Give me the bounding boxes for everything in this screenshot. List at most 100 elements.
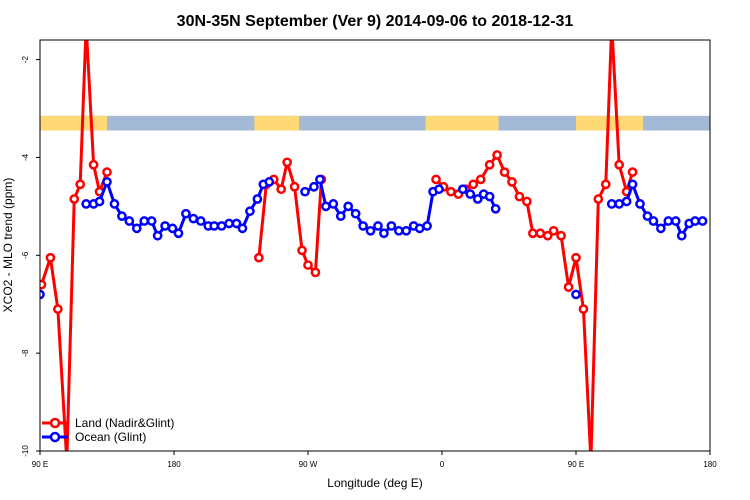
y-tick-label-4: -10 (21, 445, 30, 457)
point-land-2-16 (548, 225, 559, 236)
point-ocean-1-21 (231, 218, 242, 229)
point-land-2-7 (484, 159, 495, 170)
point-ocean-2-11 (379, 228, 389, 239)
point-ocean-1-4 (109, 199, 120, 209)
point-land-2-25 (614, 159, 625, 170)
point-ocean-2-16 (414, 223, 425, 234)
series-land-line-0 (40, 40, 109, 451)
point-ocean-1-7 (131, 223, 142, 234)
y-tick-labels: -2 -4 -6 -8 -10 (21, 55, 30, 456)
point-ocean-4-0 (571, 289, 581, 300)
point-land-1-0 (254, 252, 264, 263)
point-ocean-1-2 (94, 196, 105, 207)
legend: Land (Nadir&Glint) Ocean (Glint) (42, 416, 174, 444)
point-ocean-2-3 (321, 201, 331, 212)
point-ocean-5-5 (642, 211, 653, 221)
point-ocean-2-14 (401, 225, 412, 236)
point-land-0-6 (83, 22, 90, 29)
point-ocean-3-5 (490, 203, 501, 214)
point-land-2-15 (542, 230, 553, 241)
point-land-2-20 (578, 304, 589, 314)
band-ocean (40, 115, 710, 131)
point-ocean-5-9 (670, 216, 681, 226)
point-ocean-1-12 (167, 223, 178, 234)
point-ocean-1-24 (252, 194, 263, 204)
point-ocean-2-5 (335, 211, 346, 221)
point-ocean-2-0 (300, 186, 310, 197)
series-land (40, 22, 638, 464)
point-ocean-5-1 (614, 199, 625, 209)
point-ocean-5-2 (621, 196, 632, 207)
chart-title: 30N-35N September (Ver 9) 2014-09-06 to … (177, 13, 574, 30)
point-ocean-1-9 (146, 216, 157, 226)
point-ocean-1-22 (237, 223, 248, 234)
point-land-2-19 (571, 252, 581, 263)
point-land-2-2 (446, 186, 456, 197)
point-land-1-3 (276, 184, 287, 195)
point-land-0-4 (69, 194, 80, 204)
series-land-line-2 (434, 40, 635, 451)
point-ocean-1-15 (188, 213, 199, 224)
point-land-2-21 (587, 457, 594, 464)
point-land-2-0 (431, 174, 441, 185)
point-ocean-3-2 (472, 194, 483, 204)
x-tick-labels: 90 E 180 90 W 0 90 E 180 (32, 460, 717, 469)
point-land-2-18 (563, 282, 574, 292)
point-ocean-2-1 (309, 181, 319, 192)
point-land-2-14 (535, 228, 546, 239)
y-axis-label: XCO2 - MLO trend (ppm) (1, 178, 15, 313)
point-ocean-1-16 (195, 216, 206, 226)
point-ocean-1-6 (124, 216, 135, 226)
point-land-2-5 (468, 179, 479, 190)
x-tick-label-4: 90 E (568, 460, 584, 469)
point-land-2-17 (556, 230, 566, 241)
point-land-1-5 (289, 181, 300, 192)
point-land-0-5 (75, 179, 86, 190)
point-ocean-2-4 (328, 199, 339, 209)
point-ocean-1-13 (173, 228, 184, 239)
point-land-2-24 (608, 22, 615, 29)
band-land-0 (40, 115, 107, 131)
point-ocean-2-7 (350, 208, 361, 219)
point-ocean-1-18 (209, 221, 220, 231)
point-ocean-2-10 (373, 221, 383, 231)
series-layer (40, 22, 708, 464)
point-ocean-2-13 (393, 225, 404, 236)
point-ocean-3-1 (465, 189, 476, 199)
x-axis-label: Longitude (deg E) (327, 476, 422, 490)
point-land-2-13 (527, 228, 538, 239)
y-tick-label-0: -2 (21, 55, 30, 63)
legend-ocean-marker (49, 431, 61, 443)
point-ocean-2-17 (422, 221, 432, 231)
point-land-0-2 (53, 304, 63, 314)
band-land-1 (254, 115, 300, 131)
point-ocean-1-11 (160, 221, 170, 231)
x-tick-label-2: 90 W (299, 460, 318, 469)
point-ocean-1-26 (264, 177, 275, 187)
point-ocean-2-12 (386, 221, 397, 231)
band-land-2 (425, 115, 499, 131)
point-land-1-6 (297, 245, 307, 256)
x-tick-label-5: 180 (703, 460, 717, 469)
plot-frame (39, 39, 711, 452)
point-ocean-5-6 (648, 216, 659, 226)
y-tick-label-1: -4 (21, 153, 30, 161)
series-ocean (40, 174, 708, 300)
point-ocean-1-5 (117, 211, 127, 221)
point-ocean-5-3 (627, 179, 638, 190)
point-land-0-3 (63, 457, 70, 464)
y-tick-label-2: -6 (21, 251, 30, 259)
point-ocean-2-8 (358, 221, 368, 231)
x-tick-label-1: 180 (167, 460, 181, 469)
point-ocean-5-7 (656, 223, 666, 234)
point-ocean-1-23 (245, 206, 255, 217)
point-land-2-22 (593, 194, 604, 204)
legend-ocean-label: Ocean (Glint) (75, 430, 146, 444)
point-land-0-7 (88, 159, 99, 170)
legend-land-label: Land (Nadir&Glint) (75, 416, 174, 430)
point-land-2-10 (507, 177, 517, 187)
point-land-2-6 (475, 174, 486, 185)
point-land-0-1 (45, 252, 56, 263)
point-ocean-5-12 (690, 216, 700, 226)
